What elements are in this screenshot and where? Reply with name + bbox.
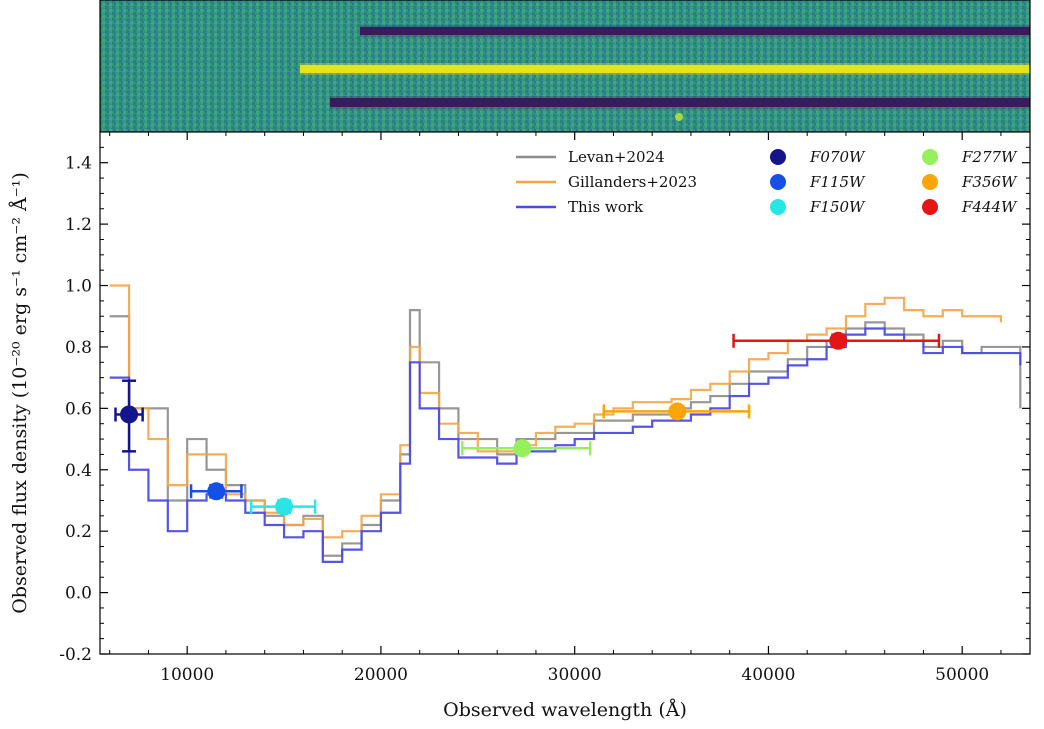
phot-point-f277w [461,439,592,458]
plot-area [100,132,1030,654]
photometry-layer [114,331,941,516]
trace-bright [300,65,1030,73]
y-tick-label: 0.2 [65,522,92,542]
legend-label-f150w: F150W [809,198,866,216]
y-axis-label: Observed flux density (10⁻²⁰ erg s⁻¹ cm⁻… [9,172,31,614]
y-tick-label: 1.0 [65,277,92,297]
y-tick-label: -0.2 [59,645,92,665]
x-tick-label: 10000 [160,665,214,685]
legend-label-f444w: F444W [961,198,1018,216]
trace-dark-upper [360,27,1030,35]
spectrum-2d-image [99,0,1031,133]
legend-label-thiswork: This work [568,198,644,216]
legend: Levan+2024 Gillanders+2023 This work F07… [516,148,1018,216]
trace-dark-lower [330,98,1030,107]
phot-point-f070w [114,379,144,453]
legend-marker-f115w [770,174,786,190]
x-axis: 10000 20000 30000 40000 50000 [109,132,1002,685]
legend-label-levan: Levan+2024 [568,148,665,166]
y-axis: -0.2 0.0 0.2 0.4 0.6 0.8 1.0 1.2 1.4 [59,131,1030,665]
y-tick-label: 0.6 [65,399,92,419]
legend-marker-f070w [770,149,786,165]
x-tick-label: 50000 [935,665,989,685]
x-tick-label: 20000 [354,665,408,685]
legend-label-f356w: F356W [961,173,1018,191]
y-tick-label: 1.4 [65,154,92,174]
legend-marker-f277w [922,149,938,165]
legend-marker-f444w [922,199,938,215]
y-tick-label: 0.4 [65,461,92,481]
phot-point-f115w [189,482,243,501]
y-tick-label: 0.0 [65,584,92,604]
y-tick-label: 0.8 [65,338,92,358]
x-tick-label: 40000 [741,665,795,685]
series-layer [109,284,1022,563]
phot-point-f444w [732,331,941,350]
legend-label-f115w: F115W [809,173,866,191]
x-axis-label: Observed wavelength (Å) [443,699,687,721]
legend-label-f277w: F277W [961,148,1018,166]
phot-point-f356w [602,402,751,421]
phot-point-f150w [249,497,317,516]
legend-marker-f150w [770,199,786,215]
y-tick-label: 1.2 [65,215,92,235]
x-tick-label: 30000 [548,665,602,685]
series-line-this-work [109,327,1022,563]
legend-label-gillanders: Gillanders+2023 [568,173,697,191]
legend-label-f070w: F070W [809,148,866,166]
legend-marker-f356w [922,174,938,190]
